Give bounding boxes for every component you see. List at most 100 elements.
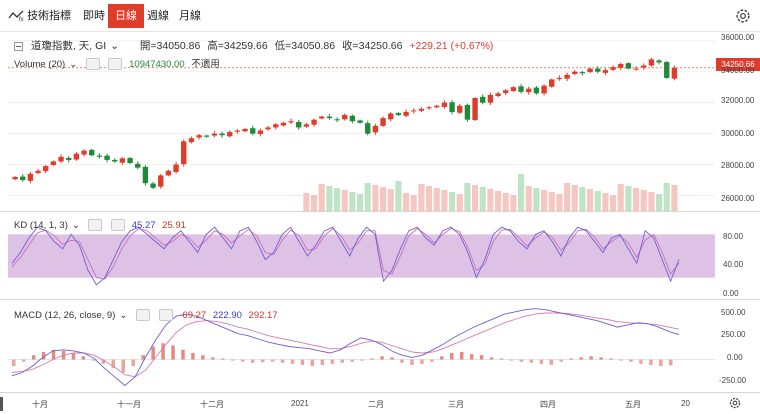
time-tick: 十二月 (200, 400, 224, 409)
settings-icon[interactable] (85, 58, 100, 71)
candle-body (104, 155, 110, 160)
tab-weekly[interactable]: 週線 (147, 10, 169, 22)
macd-histogram-bar (151, 346, 155, 360)
chevron-down-icon[interactable]: ⌄ (71, 219, 80, 231)
k-value: 45.27 (131, 219, 156, 231)
close-icon[interactable] (108, 58, 123, 71)
chevron-down-icon[interactable]: ⌄ (119, 309, 128, 321)
tab-daily[interactable]: 日線 (108, 4, 144, 28)
volume-bar (533, 188, 540, 211)
d-line (11, 228, 680, 280)
candle-body (595, 68, 601, 72)
tab-monthly[interactable]: 月線 (179, 10, 201, 22)
volume-bar (625, 186, 632, 211)
kd-label[interactable]: KD (14, 1, 3) (14, 219, 68, 231)
candle-body (319, 116, 325, 119)
signal-line (11, 312, 680, 378)
macd-histogram-bar (569, 358, 573, 360)
gear-icon[interactable] (728, 396, 742, 410)
kd-band (8, 234, 715, 278)
candle-body (81, 150, 87, 155)
macd-histogram-bar (629, 359, 633, 362)
macd-histogram-bar (380, 356, 384, 360)
candle-body (533, 87, 540, 94)
candle-body (112, 159, 118, 162)
kd-legend: KD (14, 1, 3) ⌄ 45.27 25.91 (14, 219, 190, 231)
macd-histogram-bar (609, 358, 613, 360)
settings-icon[interactable] (88, 219, 103, 231)
candle-body (648, 59, 655, 66)
macd-histogram-bar (300, 359, 305, 365)
candle-body (234, 130, 241, 132)
volume-label[interactable]: Volume (20) (14, 59, 66, 70)
volume-bar (525, 186, 532, 211)
volume-bar (364, 183, 371, 211)
panel-divider[interactable] (0, 211, 760, 212)
chevron-down-icon[interactable]: ⌄ (69, 59, 78, 70)
candle-body (464, 104, 471, 120)
macd-histogram-bar (330, 359, 335, 364)
macd-histogram-bar (81, 356, 86, 360)
volume-bar (633, 188, 640, 211)
collapse-icon[interactable] (14, 41, 23, 51)
candle-body (173, 164, 179, 172)
candle-body (188, 138, 195, 143)
close-icon[interactable] (158, 309, 173, 321)
time-tick: 五月 (625, 400, 641, 409)
volume-bar (617, 184, 624, 211)
scroll-handle[interactable] (0, 397, 3, 411)
macd-histogram-bar (659, 359, 663, 367)
candle-body (564, 74, 570, 79)
macd-histogram-bar (370, 358, 374, 360)
price-tick: 30000.00 (721, 129, 755, 138)
candle-body (472, 98, 478, 121)
macd-histogram-bar (12, 359, 16, 367)
kd-tick: 0.00 (723, 289, 739, 298)
macd-histogram-bar (350, 359, 354, 362)
macd-histogram-bar (310, 359, 315, 367)
macd-histogram-bar (639, 359, 643, 364)
candle-body (27, 173, 34, 181)
candle-body (587, 68, 593, 73)
volume-legend: Volume (20) ⌄ 10947430.00 不適用 (14, 56, 224, 71)
candle-body (602, 70, 609, 73)
candle-body (311, 119, 317, 125)
volume-bar (487, 189, 494, 211)
candle-body (434, 105, 440, 108)
macd-histogram-bar (400, 359, 404, 363)
candle-body (656, 60, 662, 63)
chevron-down-icon[interactable]: ⌄ (110, 40, 119, 52)
indicators-icon: fx (8, 10, 24, 23)
candle-body (449, 102, 455, 112)
volume-bar (372, 185, 379, 211)
symbol-name[interactable]: 道瓊指數, 天, GI (30, 40, 107, 52)
macd-label[interactable]: MACD (12, 26, close, 9) (14, 309, 116, 321)
candle-body (50, 161, 57, 165)
macd-histogram-bar (509, 359, 514, 361)
macd-histogram-bar (250, 359, 255, 363)
kd-chart (8, 226, 715, 286)
candle-body (633, 68, 639, 70)
tab-realtime[interactable]: 即時 (83, 10, 105, 22)
close-value: 收=34250.66 (342, 40, 403, 52)
indicators-button[interactable]: fx 技術指標 (6, 4, 78, 28)
macd-tick: 250.00 (721, 330, 746, 339)
macd-histogram-bar (171, 345, 175, 360)
panel-divider[interactable] (0, 299, 760, 300)
settings-icon[interactable] (135, 309, 150, 321)
volume-bar (472, 185, 479, 211)
volume-value: 10947430.00 (129, 59, 185, 70)
macd-histogram-bar (390, 357, 394, 360)
macd-histogram-bar (121, 359, 125, 373)
gear-icon[interactable] (734, 7, 752, 25)
macd-histogram-bar (71, 353, 76, 360)
close-icon[interactable] (111, 219, 126, 231)
volume-bar (341, 190, 348, 211)
macd-histogram-bar (201, 355, 205, 360)
macd-value-2: 222.90 (212, 309, 242, 321)
volume-bar (479, 187, 486, 211)
candle-body (664, 62, 670, 78)
candle-body (273, 124, 279, 128)
candle-body (165, 170, 172, 176)
volume-bar (564, 183, 571, 211)
